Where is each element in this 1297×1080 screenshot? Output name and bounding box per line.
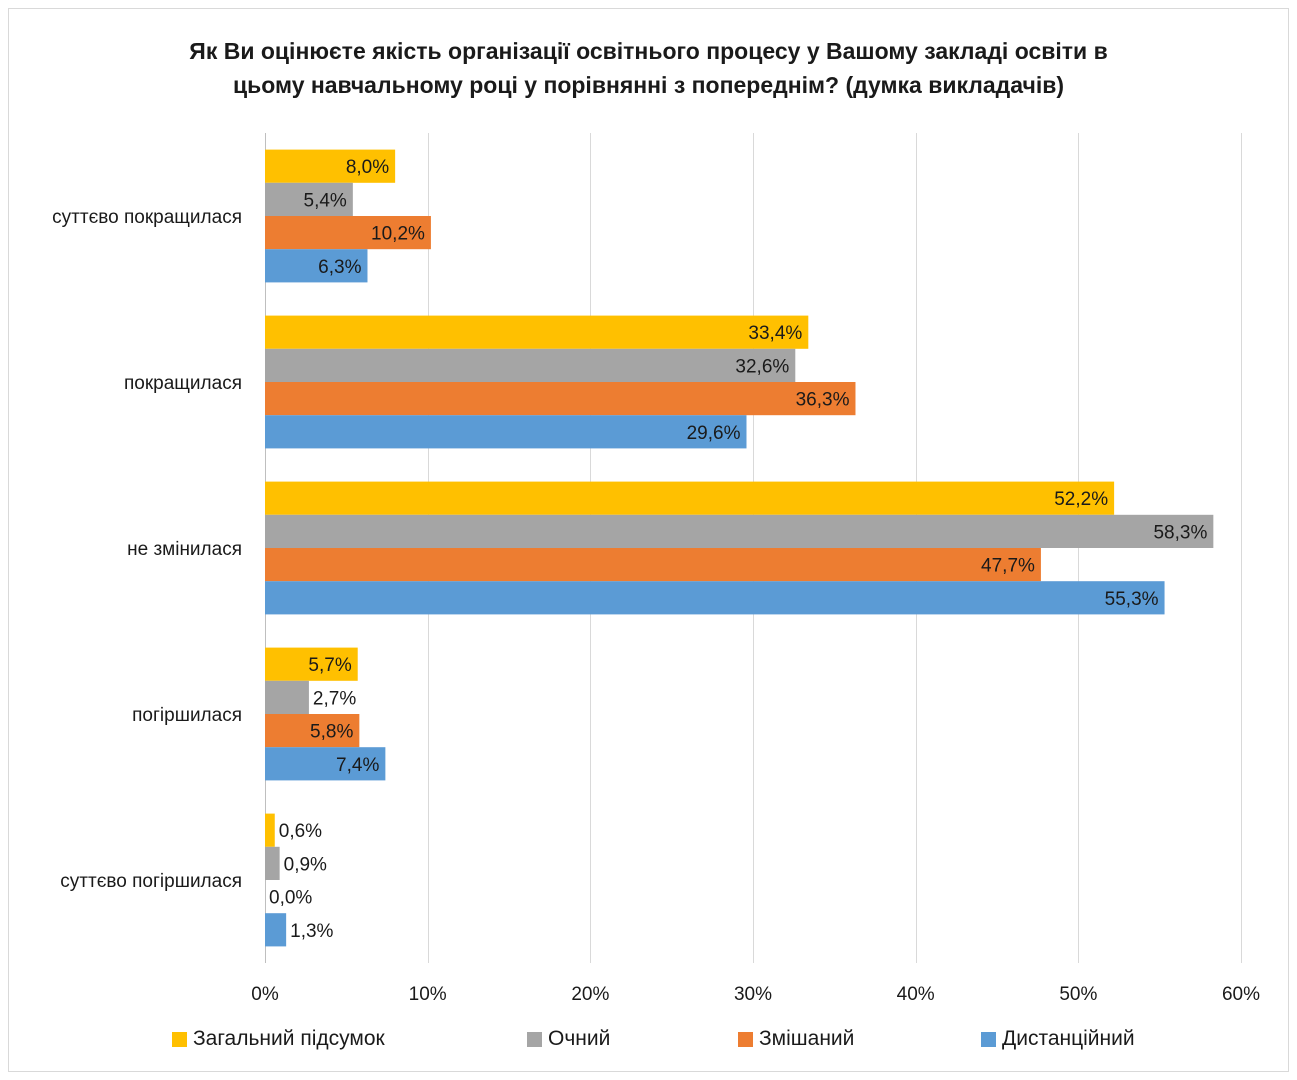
data-label-0-3: 6,3% (318, 257, 361, 278)
data-label-4-2: 0,0% (269, 888, 312, 909)
data-label-0-0: 8,0% (346, 157, 389, 178)
data-label-0-1: 5,4% (304, 190, 347, 211)
bar-4-1 (265, 846, 280, 880)
data-label-2-0: 52,2% (1054, 489, 1108, 510)
data-label-1-2: 36,3% (796, 390, 850, 411)
bar-3-1 (265, 680, 309, 714)
data-label-4-0: 0,6% (279, 821, 322, 842)
bar-0-2 (265, 216, 431, 250)
chart-title-line-1: Як Ви оцінюєте якість організації освітн… (189, 38, 1108, 64)
legend-item-mixed: Змішаний (738, 1027, 854, 1051)
data-label-3-2: 5,8% (310, 722, 353, 743)
data-label-4-3: 1,3% (290, 921, 333, 942)
legend-swatch-remote (981, 1031, 996, 1047)
bar-1-1 (265, 348, 796, 382)
x-tick-label-60: 60% (1222, 984, 1260, 1005)
bar-0-3 (265, 249, 368, 283)
legend-swatch-in-person (527, 1031, 542, 1047)
bar-3-0 (265, 647, 358, 681)
data-label-1-0: 33,4% (748, 323, 802, 344)
legend-swatch-total (172, 1031, 187, 1047)
category-label-1: покращилася (124, 373, 242, 394)
bar-2-1 (265, 514, 1214, 548)
bar-1-2 (265, 382, 856, 416)
bar-0-1 (265, 182, 353, 216)
chart-title-line-2: цьому навчальному році у порівнянні з по… (232, 72, 1065, 98)
bar-1-3 (265, 415, 747, 449)
x-tick-label-30: 30% (734, 984, 772, 1005)
category-label-2: не змінилася (127, 539, 242, 560)
legend-swatch-mixed (738, 1031, 753, 1047)
bar-4-3 (265, 913, 287, 947)
bar-1-0 (265, 315, 809, 349)
data-label-2-1: 58,3% (1153, 522, 1207, 543)
bar-3-3 (265, 747, 386, 781)
data-label-1-3: 29,6% (687, 423, 741, 444)
x-tick-label-20: 20% (571, 984, 609, 1005)
legend-label-in-person: Очний (548, 1027, 611, 1050)
legend-label-total: Загальний підсумок (193, 1027, 385, 1050)
bar-2-3 (265, 581, 1165, 615)
chart-title: Як Ви оцінюєте якість організації освітн… (0, 34, 1297, 102)
data-label-0-2: 10,2% (371, 224, 425, 245)
data-label-2-2: 47,7% (981, 556, 1035, 577)
x-tick-label-0: 0% (251, 984, 279, 1005)
legend-label-mixed: Змішаний (759, 1027, 855, 1050)
x-tick-label-40: 40% (897, 984, 935, 1005)
x-tick-label-10: 10% (409, 984, 447, 1005)
category-label-0: суттєво покращилася (52, 207, 242, 228)
category-label-3: погіршилася (132, 705, 242, 726)
legend-label-remote: Дистанційний (1002, 1027, 1135, 1050)
bar-4-0 (265, 813, 275, 847)
data-label-3-0: 5,7% (308, 655, 351, 676)
data-label-2-3: 55,3% (1105, 589, 1159, 610)
legend-item-total: Загальний підсумок (172, 1027, 385, 1051)
category-label-4: суттєво погіршилася (60, 871, 242, 892)
chart-legend: Загальний підсумок Очний Змішаний Дистан… (0, 1027, 1297, 1053)
x-tick-label-50: 50% (1059, 984, 1097, 1005)
data-label-1-1: 32,6% (735, 356, 789, 377)
legend-item-in-person: Очний (527, 1027, 610, 1051)
bar-2-2 (265, 548, 1041, 582)
data-label-3-3: 7,4% (336, 755, 379, 776)
legend-item-remote: Дистанційний (981, 1027, 1135, 1051)
bar-3-2 (265, 714, 360, 748)
bar-0-0 (265, 149, 396, 183)
data-label-3-1: 2,7% (313, 688, 356, 709)
data-label-4-1: 0,9% (284, 854, 327, 875)
bar-2-0 (265, 481, 1115, 515)
